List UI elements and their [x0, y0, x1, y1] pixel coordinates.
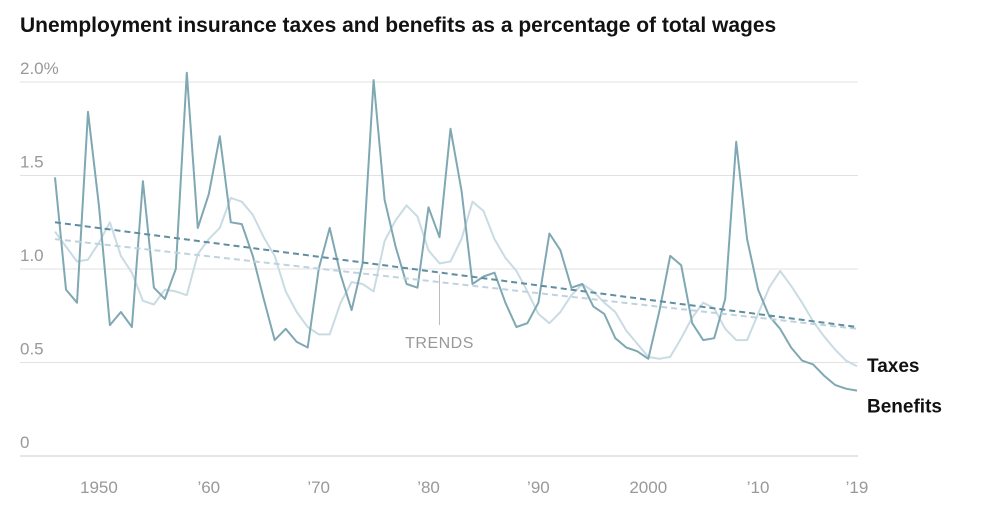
y-tick-label: 0	[20, 433, 29, 452]
series-labels: Taxes Benefits	[867, 356, 942, 417]
series-line-taxes	[54, 196, 858, 368]
y-tick-label: 2.0%	[20, 59, 59, 78]
series-line-benefits-trend	[54, 221, 858, 328]
series-line-benefits	[54, 71, 858, 392]
x-tick-label: ’19	[846, 478, 869, 497]
x-tick-label: ’10	[747, 478, 770, 497]
x-tick-label: 1950	[80, 478, 118, 497]
series-label-benefits: Benefits	[867, 397, 942, 418]
x-tick-label: ’80	[417, 478, 440, 497]
series-lines	[54, 71, 858, 392]
y-tick-label: 0.5	[20, 340, 44, 359]
y-tick-label: 1.5	[20, 153, 44, 172]
y-tick-label: 1.0	[20, 246, 44, 265]
y-axis: 0 0.5 1.0 1.5 2.0%	[20, 59, 59, 452]
series-line-taxes-trend	[54, 238, 858, 330]
series-label-taxes: Taxes	[867, 356, 919, 377]
trend-annotation-label: TRENDS	[405, 335, 474, 352]
x-tick-label: ’90	[527, 478, 550, 497]
x-tick-label: ’70	[307, 478, 330, 497]
trend-annotation: TRENDS	[405, 274, 474, 352]
x-axis: 1950 ’60 ’70 ’80 ’90 2000 ’10 ’19	[80, 478, 868, 497]
grid	[20, 81, 858, 457]
x-tick-label: ’60	[197, 478, 220, 497]
x-tick-label: 2000	[629, 478, 667, 497]
chart-title: Unemployment insurance taxes and benefit…	[20, 14, 777, 37]
